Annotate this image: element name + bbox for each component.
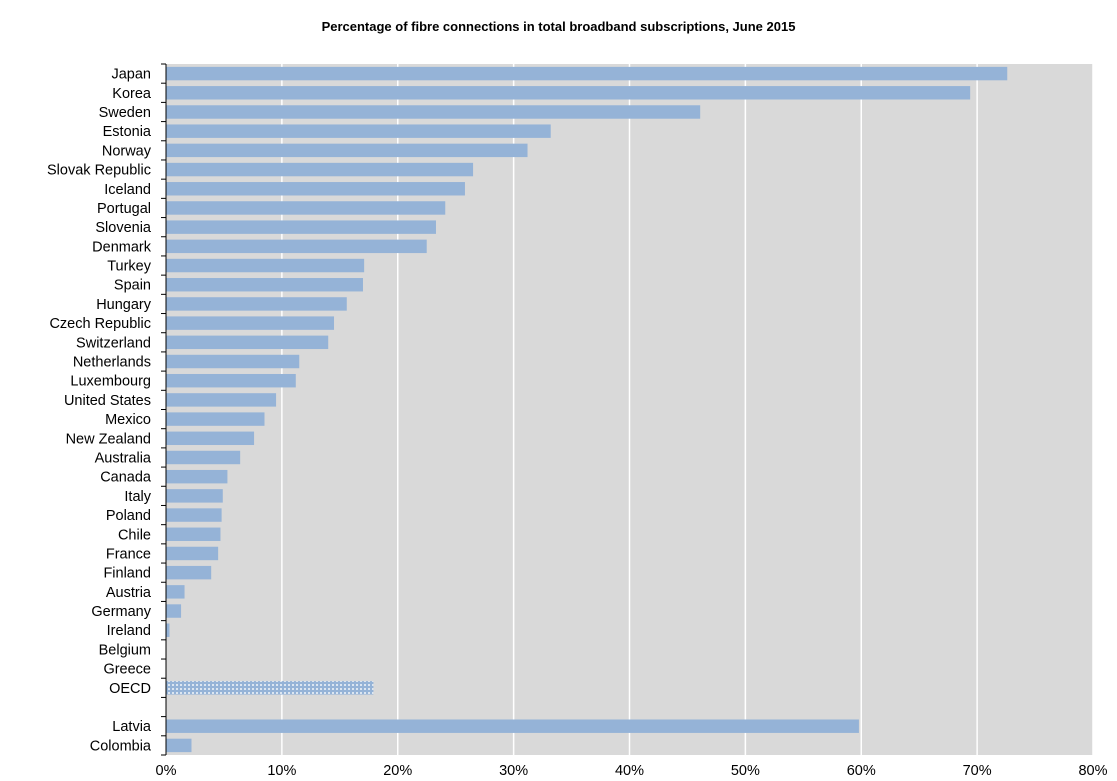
bar <box>166 182 465 196</box>
category-label: Czech Republic <box>49 316 151 332</box>
category-label: France <box>106 546 151 562</box>
x-tick-label: 20% <box>383 763 412 779</box>
category-label: Poland <box>106 508 151 524</box>
category-label: Austria <box>106 585 152 601</box>
bar <box>166 393 277 407</box>
category-label: Chile <box>118 527 151 543</box>
x-tick-label: 10% <box>267 763 296 779</box>
bar <box>166 623 170 637</box>
bar <box>166 738 192 753</box>
bar <box>166 546 219 561</box>
x-tick-label: 60% <box>847 763 876 779</box>
category-label: Japan <box>111 67 151 83</box>
bar <box>166 258 365 273</box>
category-label: OECD <box>109 681 151 697</box>
bar <box>166 719 859 733</box>
category-label: Colombia <box>90 738 152 754</box>
bar <box>166 220 436 234</box>
category-label: Sweden <box>99 105 151 121</box>
bar <box>166 431 255 446</box>
bar <box>166 450 241 465</box>
category-label: Australia <box>95 450 152 466</box>
category-label: Italy <box>124 489 151 505</box>
category-label: Estonia <box>103 124 152 140</box>
gridlines <box>281 64 1094 755</box>
bar <box>166 681 374 695</box>
bar <box>166 162 474 177</box>
bar <box>166 585 185 599</box>
category-label: Spain <box>114 278 151 294</box>
x-tick-label: 80% <box>1078 763 1107 779</box>
category-label: Iceland <box>104 182 151 198</box>
bar <box>166 489 223 503</box>
bar <box>166 316 335 330</box>
x-tick-label: 30% <box>499 763 528 779</box>
bar <box>166 66 1008 81</box>
bar <box>166 508 222 522</box>
bar <box>166 297 347 311</box>
x-tick-labels: 0% 10% 20% 30% 40% 50% 60% 70% 80% <box>156 763 1108 779</box>
category-label: New Zealand <box>66 431 151 447</box>
category-label: Germany <box>91 604 151 620</box>
x-tick-label: 40% <box>615 763 644 779</box>
category-label: Greece <box>103 662 151 678</box>
category-label: Norway <box>102 143 152 159</box>
x-tick-label: 0% <box>156 763 177 779</box>
category-label: Korea <box>112 86 152 102</box>
category-label: Slovak Republic <box>47 163 151 179</box>
category-label: Ireland <box>107 623 151 639</box>
bar <box>166 527 221 541</box>
category-label: Luxembourg <box>70 374 151 390</box>
category-label: Switzerland <box>76 335 151 351</box>
category-label: Hungary <box>96 297 152 313</box>
bar <box>166 239 427 254</box>
category-label: Turkey <box>107 259 152 275</box>
category-label: Canada <box>100 470 152 486</box>
category-labels: Japan Korea Sweden Estonia Norway Slovak Repu… <box>47 67 152 755</box>
category-label: Belgium <box>99 642 151 658</box>
bar <box>166 278 363 292</box>
category-label: Portugal <box>97 201 151 217</box>
bar <box>166 201 446 215</box>
category-label: United States <box>64 393 151 409</box>
category-label: Latvia <box>112 719 152 735</box>
category-label: Denmark <box>92 239 152 255</box>
category-label: Mexico <box>105 412 151 428</box>
bar <box>166 469 228 484</box>
bar <box>166 124 551 138</box>
bar <box>166 143 528 158</box>
bar <box>166 604 182 618</box>
category-label: Slovenia <box>95 220 152 236</box>
bar <box>166 354 300 369</box>
x-tick-label: 50% <box>731 763 760 779</box>
bars <box>166 66 1008 753</box>
chart-title: Percentage of fibre connections in total… <box>321 19 796 34</box>
x-tick-label: 70% <box>963 763 992 779</box>
bar <box>166 373 296 388</box>
category-label: Netherlands <box>73 355 151 371</box>
bar <box>166 565 212 580</box>
category-label: Finland <box>103 566 151 582</box>
bar <box>166 412 265 426</box>
bar <box>166 105 701 119</box>
axes <box>161 63 167 756</box>
bar <box>166 335 329 350</box>
bar <box>166 86 971 100</box>
